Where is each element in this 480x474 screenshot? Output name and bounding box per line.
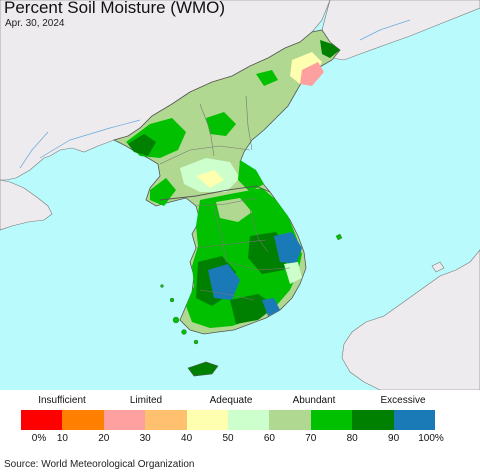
legend-category-insufficient: Insufficient [38, 395, 86, 406]
soil-moisture-map [0, 0, 480, 390]
patch-ne-limited [300, 62, 324, 86]
patch-southeast-lightgreen [284, 262, 302, 284]
legend-swatch-40-50 [186, 410, 229, 430]
legend-swatch-50-60 [228, 410, 270, 430]
patch-nw-darkgreen [128, 134, 156, 156]
legend-swatch-20-30 [103, 410, 146, 430]
japan-landmass [341, 249, 480, 390]
patch-excessive-south [262, 298, 280, 316]
map-date: Apr. 30, 2024 [5, 18, 65, 29]
legend-tick-7: 70 [305, 433, 317, 444]
japan-small-island [431, 261, 445, 273]
legend-swatch-70-80 [310, 410, 353, 430]
legend-tick-5: 50 [222, 433, 234, 444]
legend-tick-3: 30 [139, 433, 151, 444]
source-credit: Source: World Meteorological Organizatio… [4, 459, 195, 470]
legend-category-adequate: Adequate [209, 395, 253, 406]
patch-excessive-east [274, 232, 302, 264]
legend-tick-10: 100% [418, 433, 444, 444]
patch-west-coast-green [150, 178, 176, 206]
legend-swatch-80-90 [352, 410, 394, 430]
legend-tick-4: 40 [181, 433, 193, 444]
shandong-peninsula [0, 179, 53, 231]
legend-swatch-60-70 [269, 410, 311, 430]
legend-swatch-30-40 [145, 410, 187, 430]
legend-tick-9: 90 [388, 433, 400, 444]
legend-category-abundant: Abundant [292, 395, 336, 406]
legend-swatch-0-10 [21, 410, 63, 430]
rivers [19, 19, 411, 169]
legend-swatch-10-20 [62, 410, 104, 430]
ulleung-island [335, 233, 343, 241]
patch-central-adequate [196, 170, 224, 188]
map-title: Percent Soil Moisture (WMO) [4, 0, 226, 17]
legend-category-excessive: Excessive [380, 395, 426, 406]
jeju-island [187, 361, 219, 377]
patch-ne-green [320, 40, 340, 58]
legend-tick-labels: 0% 10 20 30 40 50 60 70 80 90 100% [0, 433, 480, 447]
legend-tick-8: 80 [346, 433, 358, 444]
legend-category-labels: Insufficient Limited Adequate Abundant E… [0, 395, 480, 409]
legend-tick-0: 0% [31, 433, 47, 444]
legend-tick-2: 20 [98, 433, 110, 444]
southwest-islands [160, 284, 199, 345]
patch-east-coast-green [238, 160, 264, 192]
patch-excessive-west [208, 264, 240, 300]
legend-category-limited: Limited [129, 395, 163, 406]
province-borders [159, 95, 291, 301]
legend-swatch-90-100 [393, 410, 436, 430]
dmz-border [159, 185, 271, 201]
legend-color-bar [21, 410, 436, 430]
legend-tick-6: 60 [263, 433, 275, 444]
patch-north-central [206, 112, 236, 136]
patch-ne-abundant [256, 70, 278, 86]
legend-tick-1: 10 [56, 433, 68, 444]
